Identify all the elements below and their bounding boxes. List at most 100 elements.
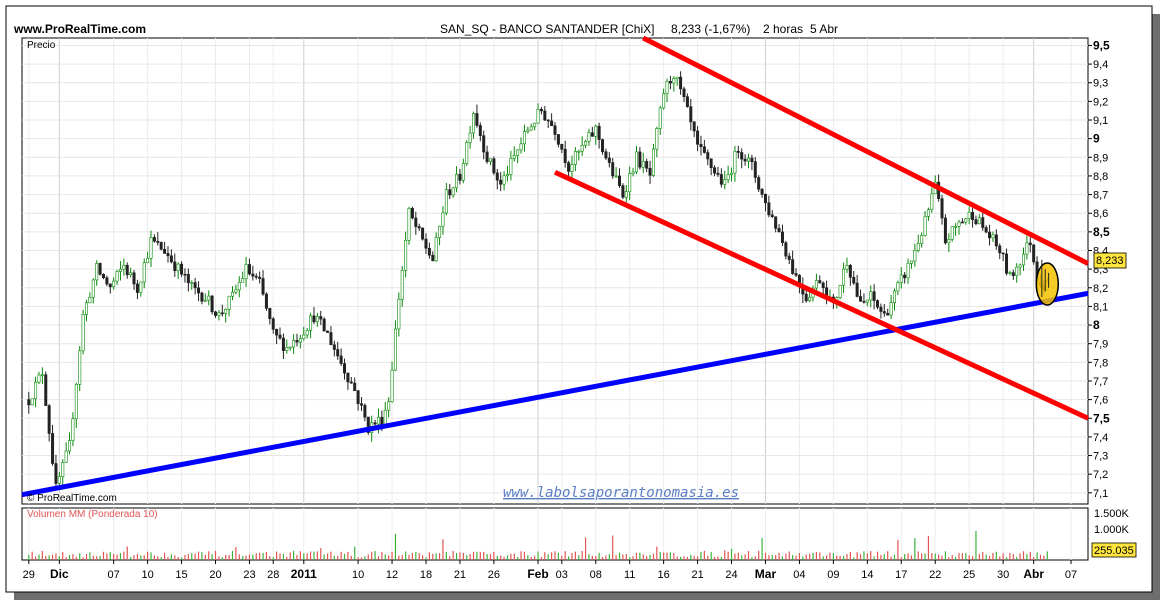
candle-body bbox=[135, 283, 139, 293]
volume-bars bbox=[28, 530, 1048, 560]
candle-body bbox=[954, 226, 958, 228]
x-tick-label: 10 bbox=[141, 569, 153, 581]
candle-body bbox=[879, 306, 883, 312]
x-tick-label: 14 bbox=[861, 569, 873, 581]
candle-body bbox=[991, 234, 995, 239]
candle-body bbox=[516, 149, 520, 156]
candle-body bbox=[716, 172, 720, 175]
candle-body bbox=[940, 198, 944, 219]
candle-body bbox=[553, 125, 557, 135]
candle-body bbox=[366, 416, 370, 433]
candle-body bbox=[536, 109, 540, 124]
website-link[interactable]: www.labolsaporantonomasia.es bbox=[503, 485, 739, 501]
candle-body bbox=[634, 151, 638, 173]
candle-body bbox=[91, 279, 95, 298]
candle-body bbox=[519, 143, 523, 151]
y-tick-label: 7,2 bbox=[1093, 469, 1108, 481]
candle-body bbox=[913, 250, 917, 262]
candle-body bbox=[339, 355, 343, 364]
price-axis-ticks: 9,59,49,39,29,198,98,88,78,68,58,48,38,2… bbox=[1088, 38, 1110, 500]
candle-body bbox=[95, 263, 99, 281]
candle-body bbox=[146, 258, 150, 263]
candle-body bbox=[444, 189, 448, 214]
candle-body bbox=[577, 150, 581, 153]
candle-body bbox=[842, 268, 846, 286]
candle-body bbox=[920, 235, 924, 244]
candle-body bbox=[808, 296, 812, 302]
last-price-value: 8,233 bbox=[1096, 255, 1124, 267]
y-tick-label: 8,6 bbox=[1093, 208, 1108, 220]
candle-body bbox=[383, 409, 387, 425]
candle-body bbox=[685, 96, 689, 108]
candle-body bbox=[787, 255, 791, 260]
candle-body bbox=[628, 173, 632, 193]
candle-body bbox=[407, 208, 411, 241]
candle-body bbox=[753, 161, 757, 178]
candle-body bbox=[689, 106, 693, 123]
candle-body bbox=[675, 76, 679, 79]
candle-body bbox=[845, 265, 849, 270]
candle-body bbox=[594, 125, 598, 137]
y-tick-label: 7,1 bbox=[1093, 488, 1108, 500]
volume-gridlines bbox=[28, 508, 1072, 560]
candle-body bbox=[526, 129, 530, 132]
instrument-quote: 8,233 (-1,67%) bbox=[671, 22, 750, 36]
candle-body bbox=[448, 189, 452, 196]
y-tick-label: 7,9 bbox=[1093, 339, 1108, 351]
candle-body bbox=[896, 282, 900, 292]
candle-body bbox=[30, 398, 34, 406]
candle-body bbox=[68, 440, 72, 452]
candle-body bbox=[838, 284, 842, 298]
y-tick-label: 7,7 bbox=[1093, 376, 1108, 388]
candle-body bbox=[115, 271, 119, 282]
candle-body bbox=[180, 263, 184, 275]
candle-body bbox=[193, 282, 197, 289]
candle-body bbox=[458, 173, 462, 181]
x-tick-label: Dic bbox=[50, 567, 69, 581]
candle-body bbox=[427, 247, 431, 256]
candle-body bbox=[930, 193, 934, 210]
candle-body bbox=[237, 281, 241, 291]
candle-body bbox=[533, 122, 537, 128]
x-tick-label: 15 bbox=[175, 569, 187, 581]
candle-body bbox=[410, 208, 414, 219]
candle-body bbox=[733, 150, 737, 174]
candle-body bbox=[451, 187, 455, 196]
candle-body bbox=[349, 381, 353, 384]
candle-body bbox=[359, 403, 363, 406]
candle-body bbox=[152, 237, 156, 242]
candle-body bbox=[390, 369, 394, 403]
candle-body bbox=[522, 131, 526, 145]
candle-body bbox=[455, 173, 459, 189]
candle-body bbox=[672, 78, 676, 84]
candle-body bbox=[478, 125, 482, 136]
candle-body bbox=[156, 240, 160, 243]
candle-body bbox=[794, 273, 798, 276]
candle-body bbox=[818, 280, 822, 284]
candle-body bbox=[482, 135, 486, 153]
candle-body bbox=[1011, 272, 1015, 276]
trendlines bbox=[21, 35, 1090, 498]
x-tick-label: 24 bbox=[725, 569, 737, 581]
candle-body bbox=[950, 226, 954, 240]
candle-body bbox=[434, 237, 438, 262]
candle-body bbox=[590, 132, 594, 137]
candle-body bbox=[923, 216, 927, 236]
y-tick-label: 9 bbox=[1093, 132, 1100, 146]
x-tick-label: 21 bbox=[691, 569, 703, 581]
y-tick-label: 7,6 bbox=[1093, 395, 1108, 407]
x-tick-label: 23 bbox=[243, 569, 255, 581]
candle-body bbox=[380, 416, 384, 425]
candle-body bbox=[869, 291, 873, 301]
y-tick-label: 8,2 bbox=[1093, 283, 1108, 295]
x-tick-label: 25 bbox=[963, 569, 975, 581]
y-tick-label: 8,1 bbox=[1093, 301, 1108, 313]
y-tick-label: 7,4 bbox=[1093, 432, 1108, 444]
candle-body bbox=[977, 217, 981, 225]
support-trendline bbox=[21, 290, 1089, 498]
candle-body bbox=[220, 312, 224, 315]
candle-body bbox=[889, 302, 893, 316]
candle-body bbox=[580, 144, 584, 152]
candle-body bbox=[726, 174, 730, 180]
candle-body bbox=[774, 216, 778, 229]
